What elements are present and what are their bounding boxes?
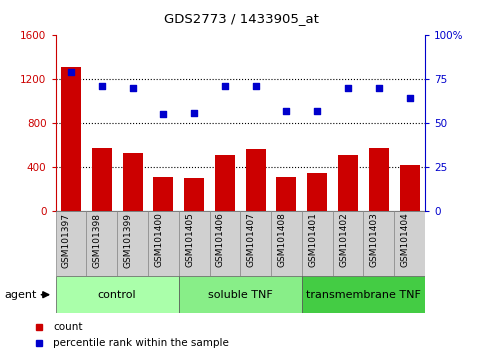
Point [221, 84, 229, 89]
Bar [179, 211, 210, 276]
Text: percentile rank within the sample: percentile rank within the sample [53, 338, 229, 348]
Bar [184, 178, 204, 211]
Text: transmembrane TNF: transmembrane TNF [306, 290, 421, 300]
Bar [179, 276, 302, 313]
Bar [338, 155, 358, 211]
Bar [364, 211, 394, 276]
Bar [369, 148, 389, 211]
Point [67, 69, 75, 75]
Bar [61, 67, 81, 211]
Bar [92, 148, 112, 211]
Bar [153, 177, 173, 211]
Point [375, 85, 383, 91]
Text: GSM101397: GSM101397 [62, 213, 71, 268]
Point [159, 112, 167, 117]
Point [98, 84, 106, 89]
Text: GSM101407: GSM101407 [247, 213, 256, 268]
Text: GSM101399: GSM101399 [124, 213, 132, 268]
Text: GSM101402: GSM101402 [339, 213, 348, 267]
Point [406, 96, 413, 101]
Bar [246, 149, 266, 211]
Point [128, 85, 136, 91]
Point [190, 110, 198, 115]
Bar [399, 165, 420, 211]
Bar [302, 211, 333, 276]
Bar [302, 276, 425, 313]
Bar [333, 211, 364, 276]
Text: count: count [53, 322, 83, 332]
Point [344, 85, 352, 91]
Bar [307, 173, 327, 211]
Text: GSM101398: GSM101398 [93, 213, 102, 268]
Bar [394, 211, 425, 276]
Bar [56, 211, 86, 276]
Text: soluble TNF: soluble TNF [208, 290, 273, 300]
Text: GSM101405: GSM101405 [185, 213, 194, 268]
Point [252, 84, 259, 89]
Bar [148, 211, 179, 276]
Text: GSM101404: GSM101404 [400, 213, 410, 267]
Point [313, 108, 321, 114]
Bar [240, 211, 271, 276]
Point [283, 108, 290, 114]
Bar [56, 276, 179, 313]
Text: GSM101403: GSM101403 [370, 213, 379, 268]
Text: GSM101401: GSM101401 [308, 213, 317, 268]
Bar [123, 153, 142, 211]
Bar [210, 211, 240, 276]
Bar [215, 155, 235, 211]
Bar [86, 211, 117, 276]
Bar [271, 211, 302, 276]
Text: GSM101406: GSM101406 [216, 213, 225, 268]
Text: GDS2773 / 1433905_at: GDS2773 / 1433905_at [164, 12, 319, 25]
Text: GSM101400: GSM101400 [154, 213, 163, 268]
Text: control: control [98, 290, 136, 300]
Bar [117, 211, 148, 276]
Text: agent: agent [5, 290, 37, 300]
Text: GSM101408: GSM101408 [277, 213, 286, 268]
Bar [276, 177, 297, 211]
